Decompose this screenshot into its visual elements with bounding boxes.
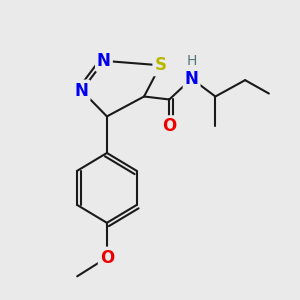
Text: O: O xyxy=(100,249,114,267)
Text: N: N xyxy=(185,70,199,88)
Text: O: O xyxy=(162,117,176,135)
Text: N: N xyxy=(75,82,88,100)
Text: H: H xyxy=(186,54,197,68)
Text: S: S xyxy=(154,56,166,74)
Text: N: N xyxy=(97,52,111,70)
